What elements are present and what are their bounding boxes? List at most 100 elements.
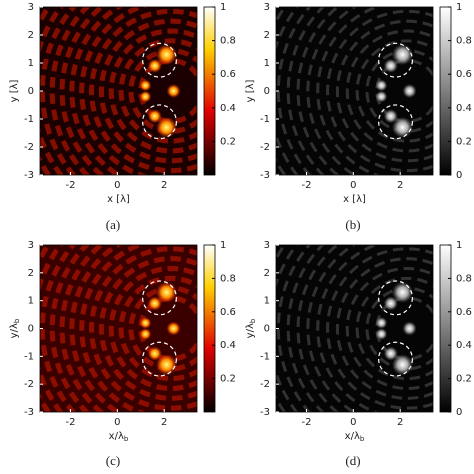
colorbar-tick-label: 0 [456,170,462,181]
y-tick-label: 3 [28,2,34,13]
ripple [335,19,433,163]
y-tick-label: 0 [28,86,34,97]
ripple [79,7,197,175]
field-map [40,245,197,412]
bright-spot [375,328,388,340]
ripple [326,247,433,410]
y-tick-label: 2 [28,30,34,41]
bright-spot [383,296,398,311]
bright-spot [155,116,178,138]
x-tick-label: -2 [65,180,75,191]
ripple [118,275,197,382]
ripple [316,245,380,412]
ripple [118,38,197,144]
scatterer-outline [378,104,413,140]
x-axis-label: x/λb [345,431,365,443]
ripple [89,8,197,174]
x-tick-label: 2 [161,180,167,191]
ripple [345,29,433,153]
bright-spot [383,346,398,361]
bright-spot [391,116,414,138]
y-axis-label: y/λb [9,318,21,338]
colorbar [439,244,452,413]
y-tick-label: 1 [264,58,270,69]
caption: (b) [345,217,360,232]
bright-spot [402,321,417,336]
field-map [40,7,197,175]
scatterer-outline [142,280,177,316]
y-tick-label: 2 [28,268,34,279]
bright-spot [375,79,388,92]
scatterer-outline [378,341,413,377]
colorbar-tick-label: 1 [456,240,462,251]
x-tick-label: 0 [114,180,120,191]
bright-spot [402,83,417,99]
y-tick-label: -2 [260,379,270,390]
y-tick-label: 3 [264,2,270,13]
ripple [316,7,382,175]
bright-spot [139,317,152,329]
x-tick-label: 0 [350,180,356,191]
colorbar-tick-label: 0.2 [220,136,236,147]
colorbar-tick-label: 0.2 [456,374,472,385]
colorbar-tick-label: 0.6 [220,69,236,80]
ripple [108,28,197,154]
y-tick-label: 3 [264,240,270,251]
y-axis-label: y [λ] [9,79,20,102]
y-tick-label: 3 [28,240,34,251]
y-tick-label: -1 [24,351,34,362]
scatterer-outline [378,280,413,316]
y-tick-label: 0 [28,324,34,335]
colorbar-tick-label: 0.8 [456,273,472,284]
x-tick-label: -2 [301,180,311,191]
caption: (d) [345,453,360,468]
bright-spot [166,321,181,336]
colorbar-tick-label: 0.2 [220,374,236,385]
ripple [98,256,197,401]
colorbar-tick-label: 1 [220,240,226,251]
ripple [335,257,433,400]
bright-spot [139,79,152,92]
colorbar-tick-label: 0 [456,407,462,418]
y-tick-label: -3 [24,170,34,181]
colorbar-tick-label: 0.4 [456,103,472,114]
x-tick-label: 0 [114,417,120,428]
scatterer-outline [142,341,177,377]
colorbar-tick-label: 0.2 [456,136,472,147]
colorbar-tick-label: 0.6 [456,307,472,318]
colorbar-tick-label: 0.4 [456,340,472,351]
bright-spot [147,346,162,361]
y-tick-label: 1 [264,296,270,307]
y-tick-label: 2 [264,30,270,41]
y-tick-label: -2 [24,142,34,153]
x-tick-label: 0 [350,417,356,428]
y-axis-label: y [λ] [245,79,256,102]
colorbar-tick-label: 0.4 [220,340,236,351]
caption: (a) [106,217,120,232]
bright-spot [147,296,162,311]
bright-spot [147,109,162,124]
ripple [355,39,433,143]
y-tick-label: 2 [264,268,270,279]
colorbar-tick-label: 0.8 [220,36,236,47]
y-tick-label: 1 [28,58,34,69]
colorbar-tick-label: 0.6 [220,307,236,318]
scatterer-outline [378,42,413,78]
colorbar-tick-label: 0.6 [456,69,472,80]
y-tick-label: 0 [264,86,270,97]
y-axis-label: y/λb [245,318,257,338]
ripple [355,276,433,381]
bright-spot [383,109,398,124]
ripple [345,267,433,390]
colorbar-tick-label: 0.8 [220,273,236,284]
x-tick-label: -2 [301,417,311,428]
colorbar-tick-label: 1 [220,2,226,13]
x-axis-label: x [λ] [343,194,366,205]
scatterer-outline [142,42,177,78]
y-tick-label: 1 [28,296,34,307]
bright-spot [139,328,152,340]
caption: (c) [106,453,120,468]
ripple [326,9,433,173]
colorbar-tick-label: 1 [456,2,462,13]
